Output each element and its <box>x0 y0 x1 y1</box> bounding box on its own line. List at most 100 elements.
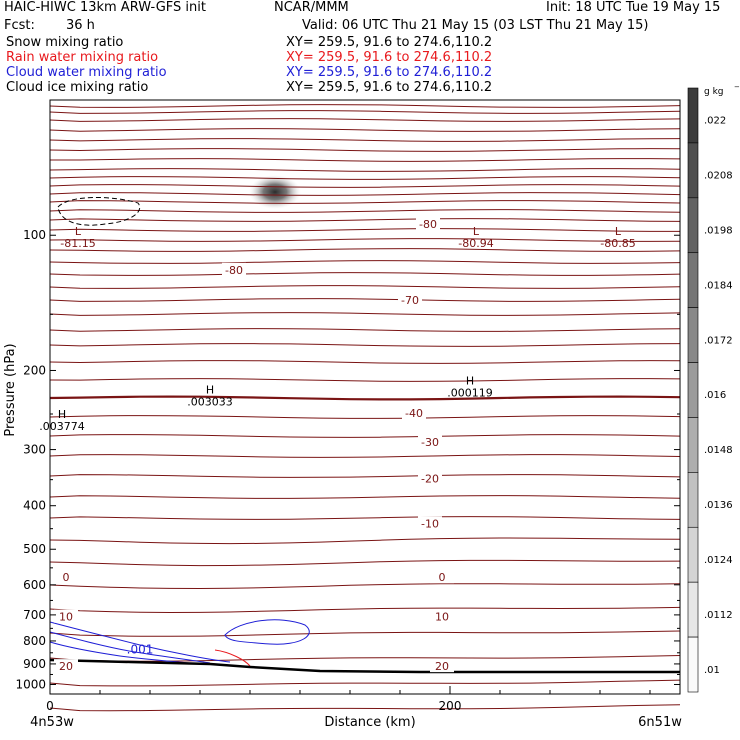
isotherm-line <box>49 495 681 499</box>
isotherm-label: -40 <box>405 407 423 420</box>
field-xy-cloud-ice: XY= 259.5, 91.6 to 274.6,110.2 <box>286 80 493 95</box>
y-tick-label: 900 <box>23 657 46 671</box>
extremum-value: .003774 <box>39 420 85 433</box>
extremum-value: -80.85 <box>600 237 635 250</box>
field-name-cloud-water: Cloud water mixing ratio <box>6 65 167 80</box>
isotherm-label: 0 <box>63 571 70 584</box>
isotherm-label: -70 <box>401 294 419 307</box>
y-axis-label: Pressure (hPa) <box>3 343 18 436</box>
isotherm-line <box>49 260 681 264</box>
colorbar-tick-label: .0172 <box>704 335 733 346</box>
isotherm-line <box>49 192 681 196</box>
isotherm-line <box>49 228 680 232</box>
isotherm-line <box>49 285 681 289</box>
isotherm-label: -80 <box>225 264 243 277</box>
colorbar-tick-label: .0124 <box>704 555 733 566</box>
init-time: Init: 18 UTC Tue 19 May 15 <box>546 0 721 15</box>
valid-time: Valid: 06 UTC Thu 21 May 15 (03 LST Thu … <box>302 18 649 33</box>
isotherm-line <box>49 110 681 114</box>
fcst-value: 36 h <box>66 18 95 33</box>
isotherm-line <box>49 218 681 222</box>
x-end-label-right: 6n51w <box>638 715 682 730</box>
contour-label-bg <box>402 406 426 420</box>
extremum-type: H <box>466 375 474 388</box>
field-name-snow: Snow mixing ratio <box>6 35 124 50</box>
isotherm-line <box>49 606 681 614</box>
isotherm-line <box>50 158 681 162</box>
isotherm-label: 0 <box>439 571 446 584</box>
y-tick-label: 300 <box>23 443 46 457</box>
isotherm-line <box>49 312 681 316</box>
colorbar-tick-label: .0198 <box>704 226 733 237</box>
colorbar-segment <box>687 307 699 363</box>
rain-water-contour <box>214 649 251 667</box>
contour-label-bg <box>430 659 454 673</box>
extremum-value: .003033 <box>187 395 233 408</box>
x-tick-label: 0 <box>46 699 54 713</box>
colorbar-segment <box>687 197 699 254</box>
isotherm-label: 10 <box>435 611 449 624</box>
isotherm-line <box>49 184 681 188</box>
colorbar-tick-label: .0148 <box>704 445 733 456</box>
contour-label-bg <box>222 262 246 276</box>
contour-label-bg <box>430 570 454 584</box>
contour-label-bg <box>54 609 78 623</box>
isotherm-label: -20 <box>421 473 439 486</box>
figure-title: HAIC-HIWC 13km ARW-GFS init <box>4 0 206 15</box>
isotherm-line <box>49 128 681 132</box>
isotherm-line <box>49 454 681 458</box>
cloud-water-contour <box>224 619 310 645</box>
isotherm-line <box>49 516 681 520</box>
isotherm-label: 10 <box>59 611 73 624</box>
isotherm-line <box>49 238 681 242</box>
fcst-label: Fcst: <box>4 18 35 33</box>
isotherm-line <box>49 104 681 108</box>
isotherm-line <box>49 118 681 122</box>
isotherm-label: 20 <box>59 660 73 673</box>
colorbar-tick-label: .0136 <box>704 500 733 511</box>
colorbar-unit-label: g kg <box>704 87 724 97</box>
colorbar-tick-label: .01 <box>704 665 720 676</box>
isotherm-line <box>49 679 681 687</box>
isotherm-line <box>49 272 681 276</box>
isotherm-line <box>49 360 681 364</box>
cloud-water-contour <box>49 621 231 663</box>
isotherm-line <box>49 415 681 419</box>
contour-label-bg <box>418 516 442 530</box>
colorbar-segment <box>687 87 699 144</box>
colorbar-tick-label: .016 <box>704 390 726 401</box>
colorbar-segment <box>687 581 699 638</box>
isotherm-label: -30 <box>421 436 439 449</box>
isotherm-line <box>49 474 681 478</box>
y-tick-label: 400 <box>23 499 46 513</box>
y-tick-label: 500 <box>23 542 46 556</box>
isotherm-line <box>49 200 681 204</box>
snow-contour <box>57 197 141 226</box>
isotherm-line <box>49 395 681 401</box>
isotherm-label: -80 <box>419 218 437 231</box>
mixing-ratio-shade <box>249 175 301 209</box>
extremum-value: .000119 <box>447 387 493 400</box>
isotherm-line <box>49 704 681 712</box>
y-tick-label: 700 <box>23 608 46 622</box>
y-tick-label: 1000 <box>15 677 46 691</box>
isotherm-line <box>49 559 681 567</box>
isotherm-line <box>49 630 681 637</box>
y-tick-label: 200 <box>23 363 46 377</box>
field-xy-snow: XY= 259.5, 91.6 to 274.6,110.2 <box>286 35 493 50</box>
isotherm-line <box>49 583 681 590</box>
isotherm-line <box>49 328 681 332</box>
extremum-type: H <box>206 383 214 396</box>
colorbar-tick-label: .022 <box>704 116 726 127</box>
x-end-label-left: 4n53w <box>30 715 74 730</box>
extremum-type: L <box>473 225 480 238</box>
contour-label-bg <box>416 217 440 231</box>
isotherm-line <box>49 138 681 142</box>
isotherm-line <box>49 248 681 252</box>
isotherm-label: -10 <box>421 517 439 530</box>
isotherm-line <box>49 434 681 438</box>
y-tick-label: 100 <box>23 228 46 242</box>
contour-label-bg <box>418 434 442 448</box>
